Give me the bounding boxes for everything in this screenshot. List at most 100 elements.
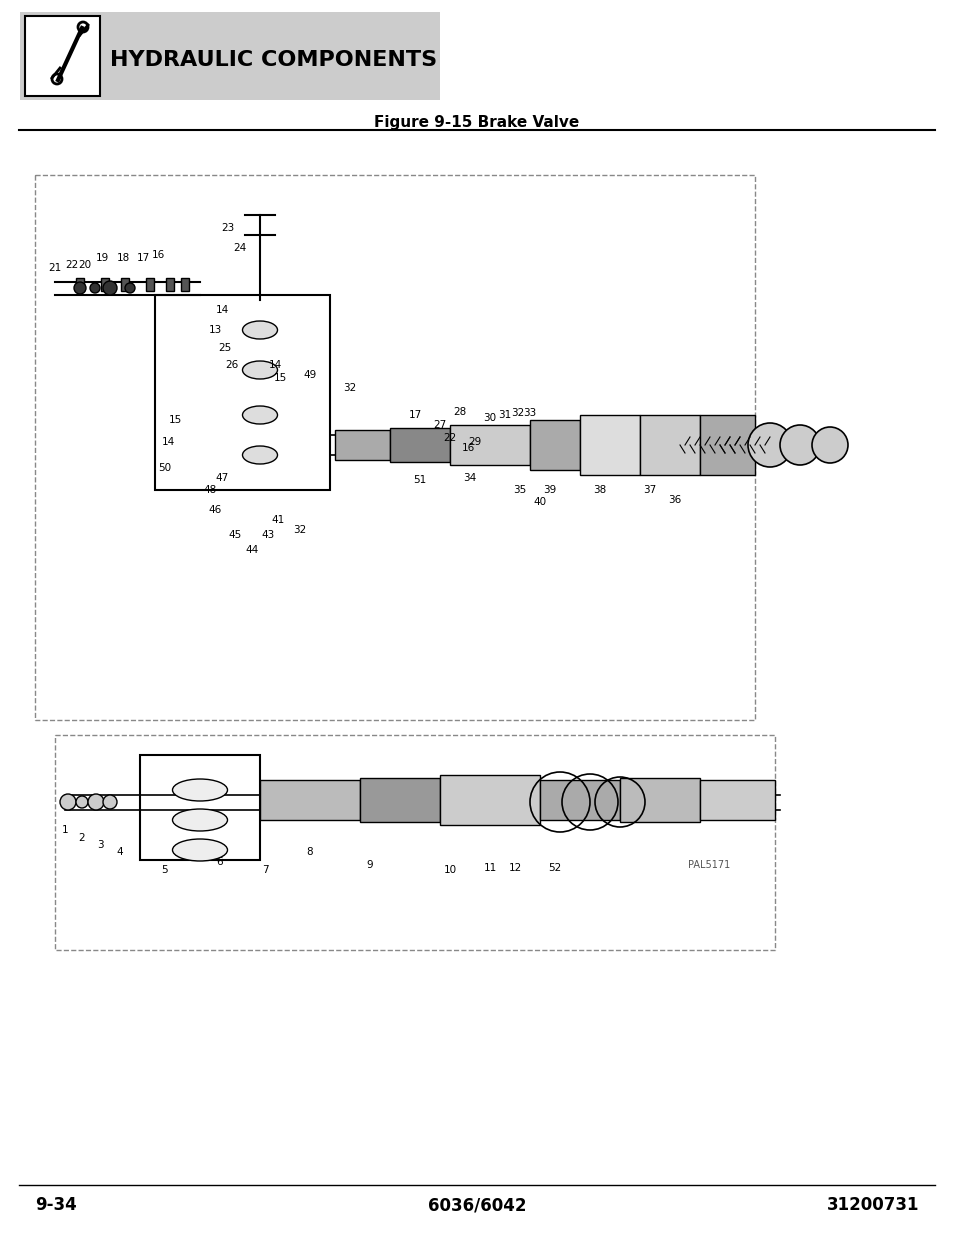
Text: 28: 28 [453, 408, 466, 417]
Bar [579, 415, 639, 475]
Circle shape [103, 282, 117, 295]
Text: 43: 43 [261, 530, 274, 540]
Text: 26: 26 [225, 359, 238, 370]
Text: 49: 49 [303, 370, 316, 380]
Text: 5: 5 [161, 864, 168, 876]
Text: 32: 32 [294, 525, 306, 535]
Text: 34: 34 [463, 473, 476, 483]
Bar [101, 278, 109, 291]
Text: 47: 47 [215, 473, 229, 483]
Bar [76, 278, 84, 291]
Text: 32: 32 [511, 408, 524, 417]
Circle shape [74, 282, 86, 294]
Text: 16: 16 [461, 443, 475, 453]
Text: 45: 45 [228, 530, 241, 540]
Text: 32: 32 [343, 383, 356, 393]
Text: 9-34: 9-34 [35, 1195, 76, 1214]
Circle shape [60, 794, 76, 810]
Circle shape [103, 795, 117, 809]
Text: 33: 33 [523, 408, 536, 417]
Text: 31200731: 31200731 [825, 1195, 918, 1214]
Text: 50: 50 [158, 463, 172, 473]
Bar [154, 295, 330, 490]
Ellipse shape [242, 406, 277, 424]
Text: 6: 6 [216, 857, 223, 867]
Bar [146, 278, 153, 291]
Text: 12: 12 [508, 863, 521, 873]
Ellipse shape [172, 839, 227, 861]
Bar [619, 778, 700, 823]
Bar [390, 429, 450, 462]
Circle shape [90, 283, 100, 293]
Bar [335, 430, 390, 459]
Text: 24: 24 [233, 243, 247, 253]
Text: 14: 14 [268, 359, 281, 370]
Text: 9: 9 [366, 860, 373, 869]
Bar [20, 12, 439, 100]
Text: 18: 18 [116, 253, 130, 263]
Bar [121, 278, 129, 291]
Text: 29: 29 [468, 437, 481, 447]
Bar [439, 776, 539, 825]
Bar [55, 735, 774, 950]
Text: 36: 36 [668, 495, 680, 505]
Bar [539, 781, 619, 820]
Text: 40: 40 [533, 496, 546, 508]
Ellipse shape [242, 361, 277, 379]
Text: 52: 52 [548, 863, 561, 873]
Bar [35, 175, 754, 720]
Text: 4: 4 [116, 847, 123, 857]
Circle shape [780, 425, 820, 466]
Text: 20: 20 [78, 261, 91, 270]
Text: 17: 17 [136, 253, 150, 263]
Text: 3: 3 [96, 840, 103, 850]
Text: 48: 48 [203, 485, 216, 495]
Text: 37: 37 [642, 485, 656, 495]
Text: HYDRAULIC COMPONENTS: HYDRAULIC COMPONENTS [110, 49, 436, 70]
Text: 23: 23 [221, 224, 234, 233]
Text: 25: 25 [218, 343, 232, 353]
Text: 15: 15 [168, 415, 181, 425]
Ellipse shape [172, 809, 227, 831]
Bar [359, 778, 439, 823]
Text: 15: 15 [274, 373, 286, 383]
Circle shape [76, 797, 88, 808]
Bar [260, 781, 359, 820]
Bar [25, 16, 100, 96]
Text: 44: 44 [245, 545, 258, 555]
Circle shape [811, 427, 847, 463]
Text: 2: 2 [78, 832, 85, 844]
Bar [450, 425, 530, 466]
Text: 46: 46 [208, 505, 221, 515]
Bar [181, 278, 189, 291]
Text: 10: 10 [443, 864, 456, 876]
Ellipse shape [172, 779, 227, 802]
Text: 6036/6042: 6036/6042 [427, 1195, 526, 1214]
Text: 8: 8 [306, 847, 313, 857]
Circle shape [125, 283, 135, 293]
Text: 1: 1 [62, 825, 69, 835]
Bar [166, 278, 173, 291]
Text: 35: 35 [513, 485, 526, 495]
Circle shape [747, 424, 791, 467]
Ellipse shape [242, 321, 277, 338]
Text: 30: 30 [483, 412, 497, 424]
Text: 39: 39 [543, 485, 556, 495]
Bar [700, 781, 774, 820]
Text: 16: 16 [152, 249, 165, 261]
Text: 13: 13 [208, 325, 221, 335]
Circle shape [88, 794, 104, 810]
Text: 11: 11 [483, 863, 497, 873]
Text: 14: 14 [161, 437, 174, 447]
Text: 41: 41 [271, 515, 284, 525]
Text: 17: 17 [408, 410, 421, 420]
Bar [530, 420, 579, 471]
Text: 38: 38 [593, 485, 606, 495]
Bar [140, 755, 260, 860]
Ellipse shape [242, 446, 277, 464]
Text: 14: 14 [215, 305, 229, 315]
Text: 19: 19 [95, 253, 109, 263]
Text: 27: 27 [433, 420, 446, 430]
Text: 51: 51 [413, 475, 426, 485]
Text: 31: 31 [497, 410, 511, 420]
